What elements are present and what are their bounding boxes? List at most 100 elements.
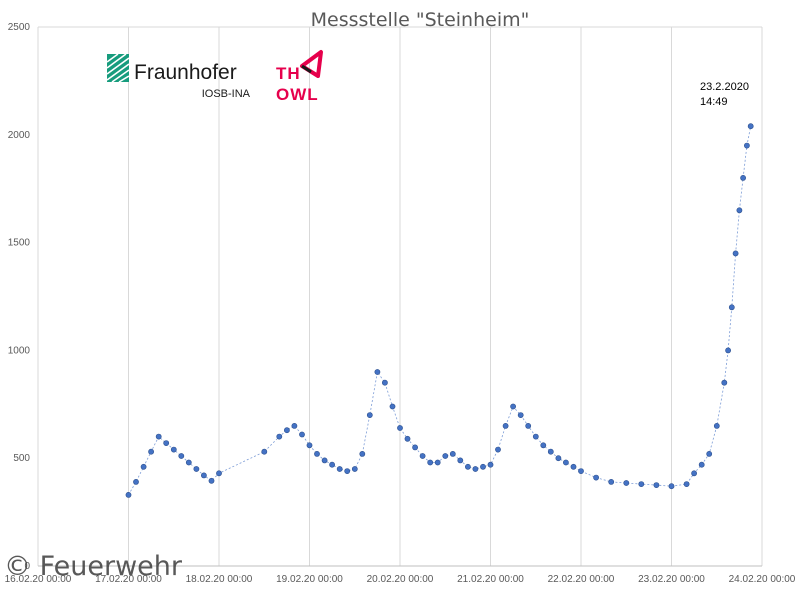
data-point — [276, 433, 283, 440]
x-tick-label: 17.02.20 00:00 — [95, 574, 162, 585]
data-point — [314, 450, 320, 457]
y-tick-label: 500 — [13, 453, 30, 464]
y-axis-ticks: 0 500 1000 1500 2000 2500 — [8, 22, 31, 572]
data-point — [638, 481, 645, 487]
y-tick-label: 1500 — [8, 238, 31, 249]
annotation-time: 14:49 — [700, 96, 728, 108]
data-point — [487, 461, 494, 468]
data-point — [442, 453, 449, 459]
data-point — [464, 463, 471, 470]
data-point — [434, 459, 441, 466]
x-tick-label: 23.02.20 00:00 — [638, 574, 705, 585]
data-point — [457, 457, 464, 464]
data-point — [736, 207, 743, 214]
data-point — [725, 347, 731, 354]
data-point — [216, 470, 222, 477]
data-point — [540, 442, 547, 449]
data-point — [148, 448, 154, 455]
y-tick-label: 1000 — [8, 345, 31, 356]
data-point — [155, 433, 162, 440]
data-point — [721, 379, 728, 386]
data-point — [366, 412, 373, 418]
data-point — [740, 174, 746, 181]
data-point — [555, 455, 562, 462]
data-point — [261, 448, 268, 455]
data-point — [374, 369, 381, 375]
data-point — [547, 448, 554, 455]
data-point — [653, 482, 660, 488]
data-point — [283, 427, 290, 434]
x-tick-label: 21.02.20 00:00 — [457, 574, 524, 585]
data-point — [608, 478, 615, 485]
data-point — [495, 446, 501, 453]
data-point — [336, 466, 343, 472]
data-point — [170, 446, 177, 453]
data-point — [623, 480, 630, 486]
data-point — [185, 459, 192, 466]
data-point — [125, 491, 132, 498]
data-point — [683, 481, 690, 487]
x-tick-label: 19.02.20 00:00 — [276, 574, 343, 585]
data-point — [732, 250, 739, 257]
x-axis-ticks: 16.02.20 00:00 17.02.20 00:00 18.02.20 00:… — [5, 574, 796, 585]
chart-title: Messstelle "Steinheim" — [311, 9, 530, 31]
th-owl-line2: OWL — [276, 85, 319, 104]
data-point — [412, 444, 418, 451]
x-tick-label: 20.02.20 00:00 — [367, 574, 434, 585]
data-point — [359, 450, 366, 457]
data-point — [200, 472, 207, 479]
data-point — [404, 435, 411, 442]
fraunhofer-logo: Fraunhofer IOSB-INA — [106, 53, 251, 100]
data-point — [193, 466, 200, 472]
owl-triangle-icon — [300, 50, 323, 78]
data-point — [593, 474, 599, 481]
data-point — [329, 461, 335, 468]
data-point — [525, 422, 532, 429]
data-point — [728, 304, 735, 311]
x-tick-label: 16.02.20 00:00 — [5, 574, 72, 585]
data-point — [668, 483, 675, 490]
data-point — [472, 466, 479, 472]
data-point — [351, 466, 358, 472]
x-tick-label: 18.02.20 00:00 — [186, 574, 253, 585]
data-point — [517, 412, 524, 418]
data-point — [570, 463, 577, 470]
data-point — [698, 461, 705, 468]
data-point — [397, 425, 403, 431]
data-point — [306, 442, 313, 449]
x-tick-label: 24.02.20 00:00 — [729, 574, 796, 585]
data-points — [125, 123, 754, 498]
data-point — [133, 478, 139, 485]
data-point — [381, 379, 388, 386]
th-owl-line1: TH — [276, 64, 301, 83]
data-point — [163, 440, 170, 446]
data-point — [449, 450, 456, 457]
data-point — [321, 457, 328, 464]
data-point — [532, 433, 539, 440]
fraunhofer-sub: IOSB-INA — [202, 88, 251, 100]
data-point — [502, 422, 509, 429]
annotation-date: 23.2.2020 — [700, 81, 749, 93]
data-point — [344, 468, 351, 474]
grid — [37, 26, 763, 567]
x-tick-label: 22.02.20 00:00 — [548, 574, 615, 585]
data-point — [510, 403, 516, 410]
data-point — [427, 459, 434, 466]
data-point — [208, 477, 215, 484]
data-point — [706, 450, 713, 457]
series-line — [128, 126, 752, 496]
data-point — [744, 142, 750, 149]
y-tick-label: 0 — [24, 561, 30, 572]
y-tick-label: 2000 — [8, 130, 31, 141]
data-point — [480, 463, 486, 470]
y-tick-label: 2500 — [8, 22, 31, 33]
data-point — [299, 431, 305, 438]
th-owl-logo: TH OWL — [276, 50, 323, 104]
fraunhofer-name: Fraunhofer — [134, 61, 237, 84]
data-point — [747, 123, 754, 130]
data-point — [178, 453, 185, 459]
data-point — [140, 463, 147, 470]
data-point — [291, 422, 298, 429]
data-point — [419, 453, 426, 459]
